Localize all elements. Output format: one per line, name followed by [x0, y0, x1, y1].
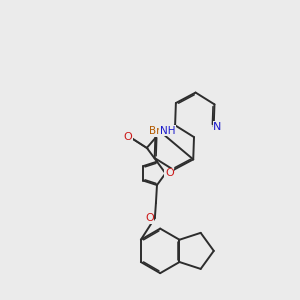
- Text: O: O: [145, 213, 154, 223]
- Text: O: O: [124, 132, 133, 142]
- Text: NH: NH: [160, 126, 175, 136]
- Text: O: O: [165, 168, 174, 178]
- Text: N: N: [213, 122, 222, 132]
- Text: Br: Br: [149, 126, 161, 136]
